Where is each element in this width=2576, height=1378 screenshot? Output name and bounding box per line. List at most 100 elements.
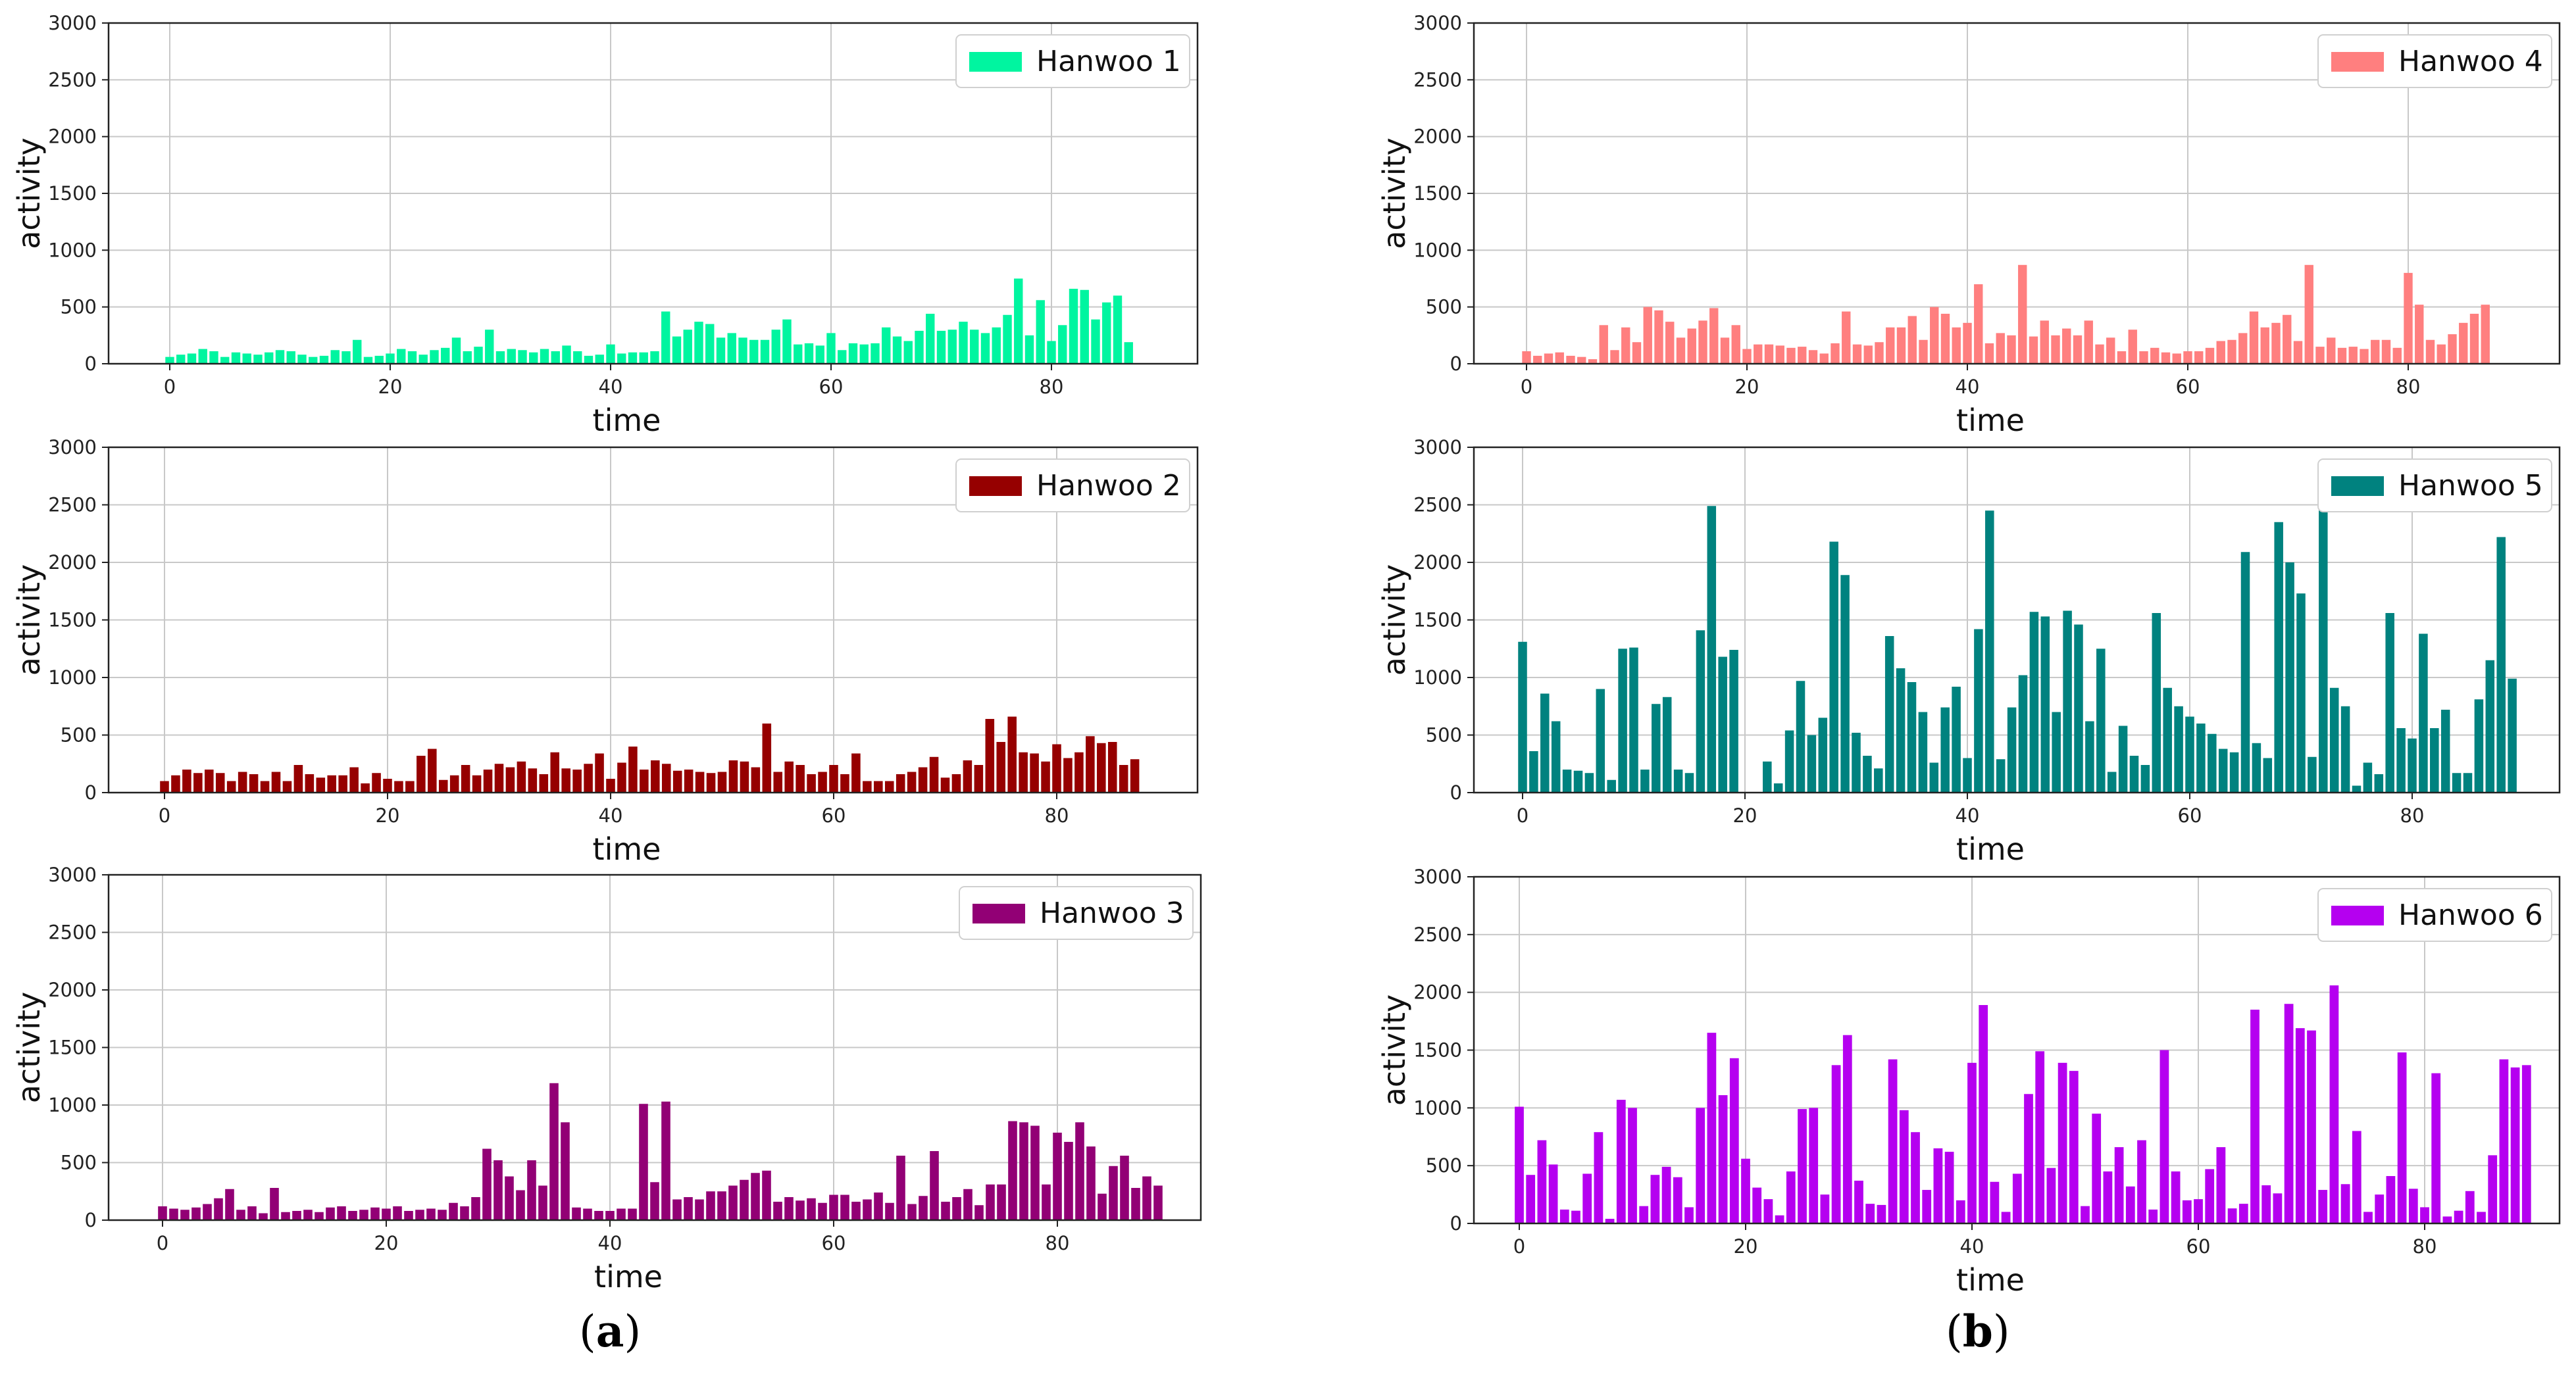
bar bbox=[1896, 327, 1906, 364]
bar bbox=[1584, 773, 1594, 793]
bar bbox=[2229, 752, 2239, 793]
bar bbox=[2118, 726, 2128, 793]
ylabel: activity bbox=[1376, 564, 1412, 676]
bar bbox=[2029, 612, 2039, 793]
ytick-label: 2000 bbox=[48, 979, 97, 1001]
bar bbox=[952, 1197, 961, 1220]
legend-label: Hanwoo 2 bbox=[1036, 469, 1181, 503]
legend-swatch bbox=[2331, 476, 2384, 496]
bar bbox=[417, 756, 426, 793]
bar bbox=[549, 1083, 559, 1220]
bar bbox=[316, 777, 326, 793]
bar bbox=[773, 772, 783, 793]
bar bbox=[1599, 325, 1608, 364]
bar bbox=[2029, 336, 2038, 364]
bar bbox=[338, 775, 347, 793]
bar bbox=[349, 767, 359, 793]
bar bbox=[874, 781, 883, 793]
bar bbox=[2171, 1171, 2181, 1223]
bar bbox=[1886, 327, 1895, 364]
bar bbox=[2252, 743, 2261, 793]
bar bbox=[2454, 1210, 2463, 1223]
bar bbox=[874, 1193, 883, 1220]
bar bbox=[1852, 733, 1861, 793]
bar bbox=[2018, 264, 2027, 364]
bar bbox=[1063, 758, 1073, 793]
bar bbox=[260, 781, 270, 793]
bar bbox=[1639, 1206, 1649, 1223]
bar bbox=[2469, 314, 2479, 364]
ytick-label: 1500 bbox=[1413, 1039, 1462, 1062]
bar bbox=[940, 777, 950, 793]
bar bbox=[974, 1205, 984, 1220]
bar bbox=[2363, 762, 2373, 793]
bar bbox=[915, 330, 924, 364]
bar bbox=[2296, 593, 2306, 793]
bar bbox=[2474, 699, 2484, 793]
ytick-label: 0 bbox=[1450, 1212, 1462, 1235]
bar bbox=[2304, 264, 2313, 364]
bar bbox=[594, 1211, 603, 1220]
bar bbox=[2308, 756, 2317, 793]
bar bbox=[2419, 633, 2428, 793]
bar bbox=[2174, 706, 2183, 793]
bar bbox=[1640, 770, 1650, 793]
bar bbox=[1875, 342, 1884, 364]
bar bbox=[1729, 650, 1738, 793]
xlabel: time bbox=[1956, 831, 2025, 867]
bar bbox=[2172, 353, 2181, 364]
ytick-label: 2500 bbox=[48, 922, 97, 944]
bar bbox=[2315, 347, 2325, 364]
ytick-label: 1000 bbox=[48, 1094, 97, 1116]
bar bbox=[1896, 668, 1906, 793]
bar bbox=[397, 349, 406, 364]
bar bbox=[2063, 610, 2072, 793]
ytick-label: 0 bbox=[1450, 353, 1462, 375]
xlabel: time bbox=[594, 1259, 663, 1294]
bar bbox=[1605, 1218, 1615, 1223]
bar bbox=[851, 753, 861, 793]
bar bbox=[348, 1211, 357, 1220]
bar bbox=[2261, 1185, 2271, 1223]
bar bbox=[2012, 1173, 2022, 1223]
xtick-label: 40 bbox=[1956, 804, 1980, 827]
bar bbox=[1153, 1185, 1163, 1220]
bar bbox=[2431, 1073, 2441, 1223]
bar bbox=[818, 772, 827, 793]
panel-label-b: (b) bbox=[1946, 1306, 2010, 1357]
xtick-label: 60 bbox=[2176, 376, 2200, 398]
bar bbox=[438, 1210, 447, 1220]
bar bbox=[505, 767, 515, 793]
bar bbox=[2084, 320, 2093, 364]
panel-label-a: (a) bbox=[579, 1306, 642, 1357]
bar bbox=[386, 353, 395, 364]
xlabel: time bbox=[1956, 403, 2025, 438]
bar bbox=[1809, 1108, 1819, 1223]
bar bbox=[1698, 320, 1707, 364]
bar bbox=[1030, 753, 1039, 793]
bar bbox=[907, 772, 917, 793]
legend-swatch bbox=[969, 52, 1022, 72]
bar bbox=[1053, 1133, 1062, 1220]
bar bbox=[829, 765, 838, 793]
bar bbox=[572, 770, 582, 793]
ytick-label: 2000 bbox=[48, 126, 97, 148]
bar bbox=[191, 1207, 201, 1220]
bar bbox=[2337, 347, 2347, 364]
bar bbox=[996, 742, 1006, 793]
bar bbox=[1019, 752, 1028, 793]
xtick-label: 80 bbox=[1040, 376, 1064, 398]
bar bbox=[1775, 345, 1784, 364]
bar bbox=[628, 1208, 637, 1220]
xlabel: time bbox=[1956, 1262, 2025, 1298]
bar bbox=[1661, 1166, 1671, 1223]
bar bbox=[198, 349, 207, 364]
bar bbox=[896, 774, 905, 793]
bar bbox=[529, 352, 538, 364]
bar bbox=[180, 1210, 189, 1220]
bar bbox=[2381, 339, 2391, 364]
bar bbox=[2463, 773, 2473, 793]
bar bbox=[936, 330, 946, 364]
legend-label: Hanwoo 3 bbox=[1040, 897, 1184, 930]
